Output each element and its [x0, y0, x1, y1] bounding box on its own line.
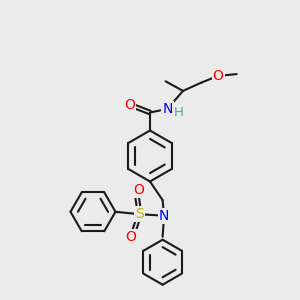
Text: O: O — [124, 98, 135, 112]
Text: O: O — [213, 69, 224, 83]
Text: H: H — [174, 106, 184, 119]
Text: S: S — [135, 207, 144, 221]
Text: O: O — [133, 183, 144, 197]
Text: N: N — [162, 102, 172, 116]
Text: O: O — [126, 230, 136, 244]
Text: N: N — [159, 209, 169, 223]
